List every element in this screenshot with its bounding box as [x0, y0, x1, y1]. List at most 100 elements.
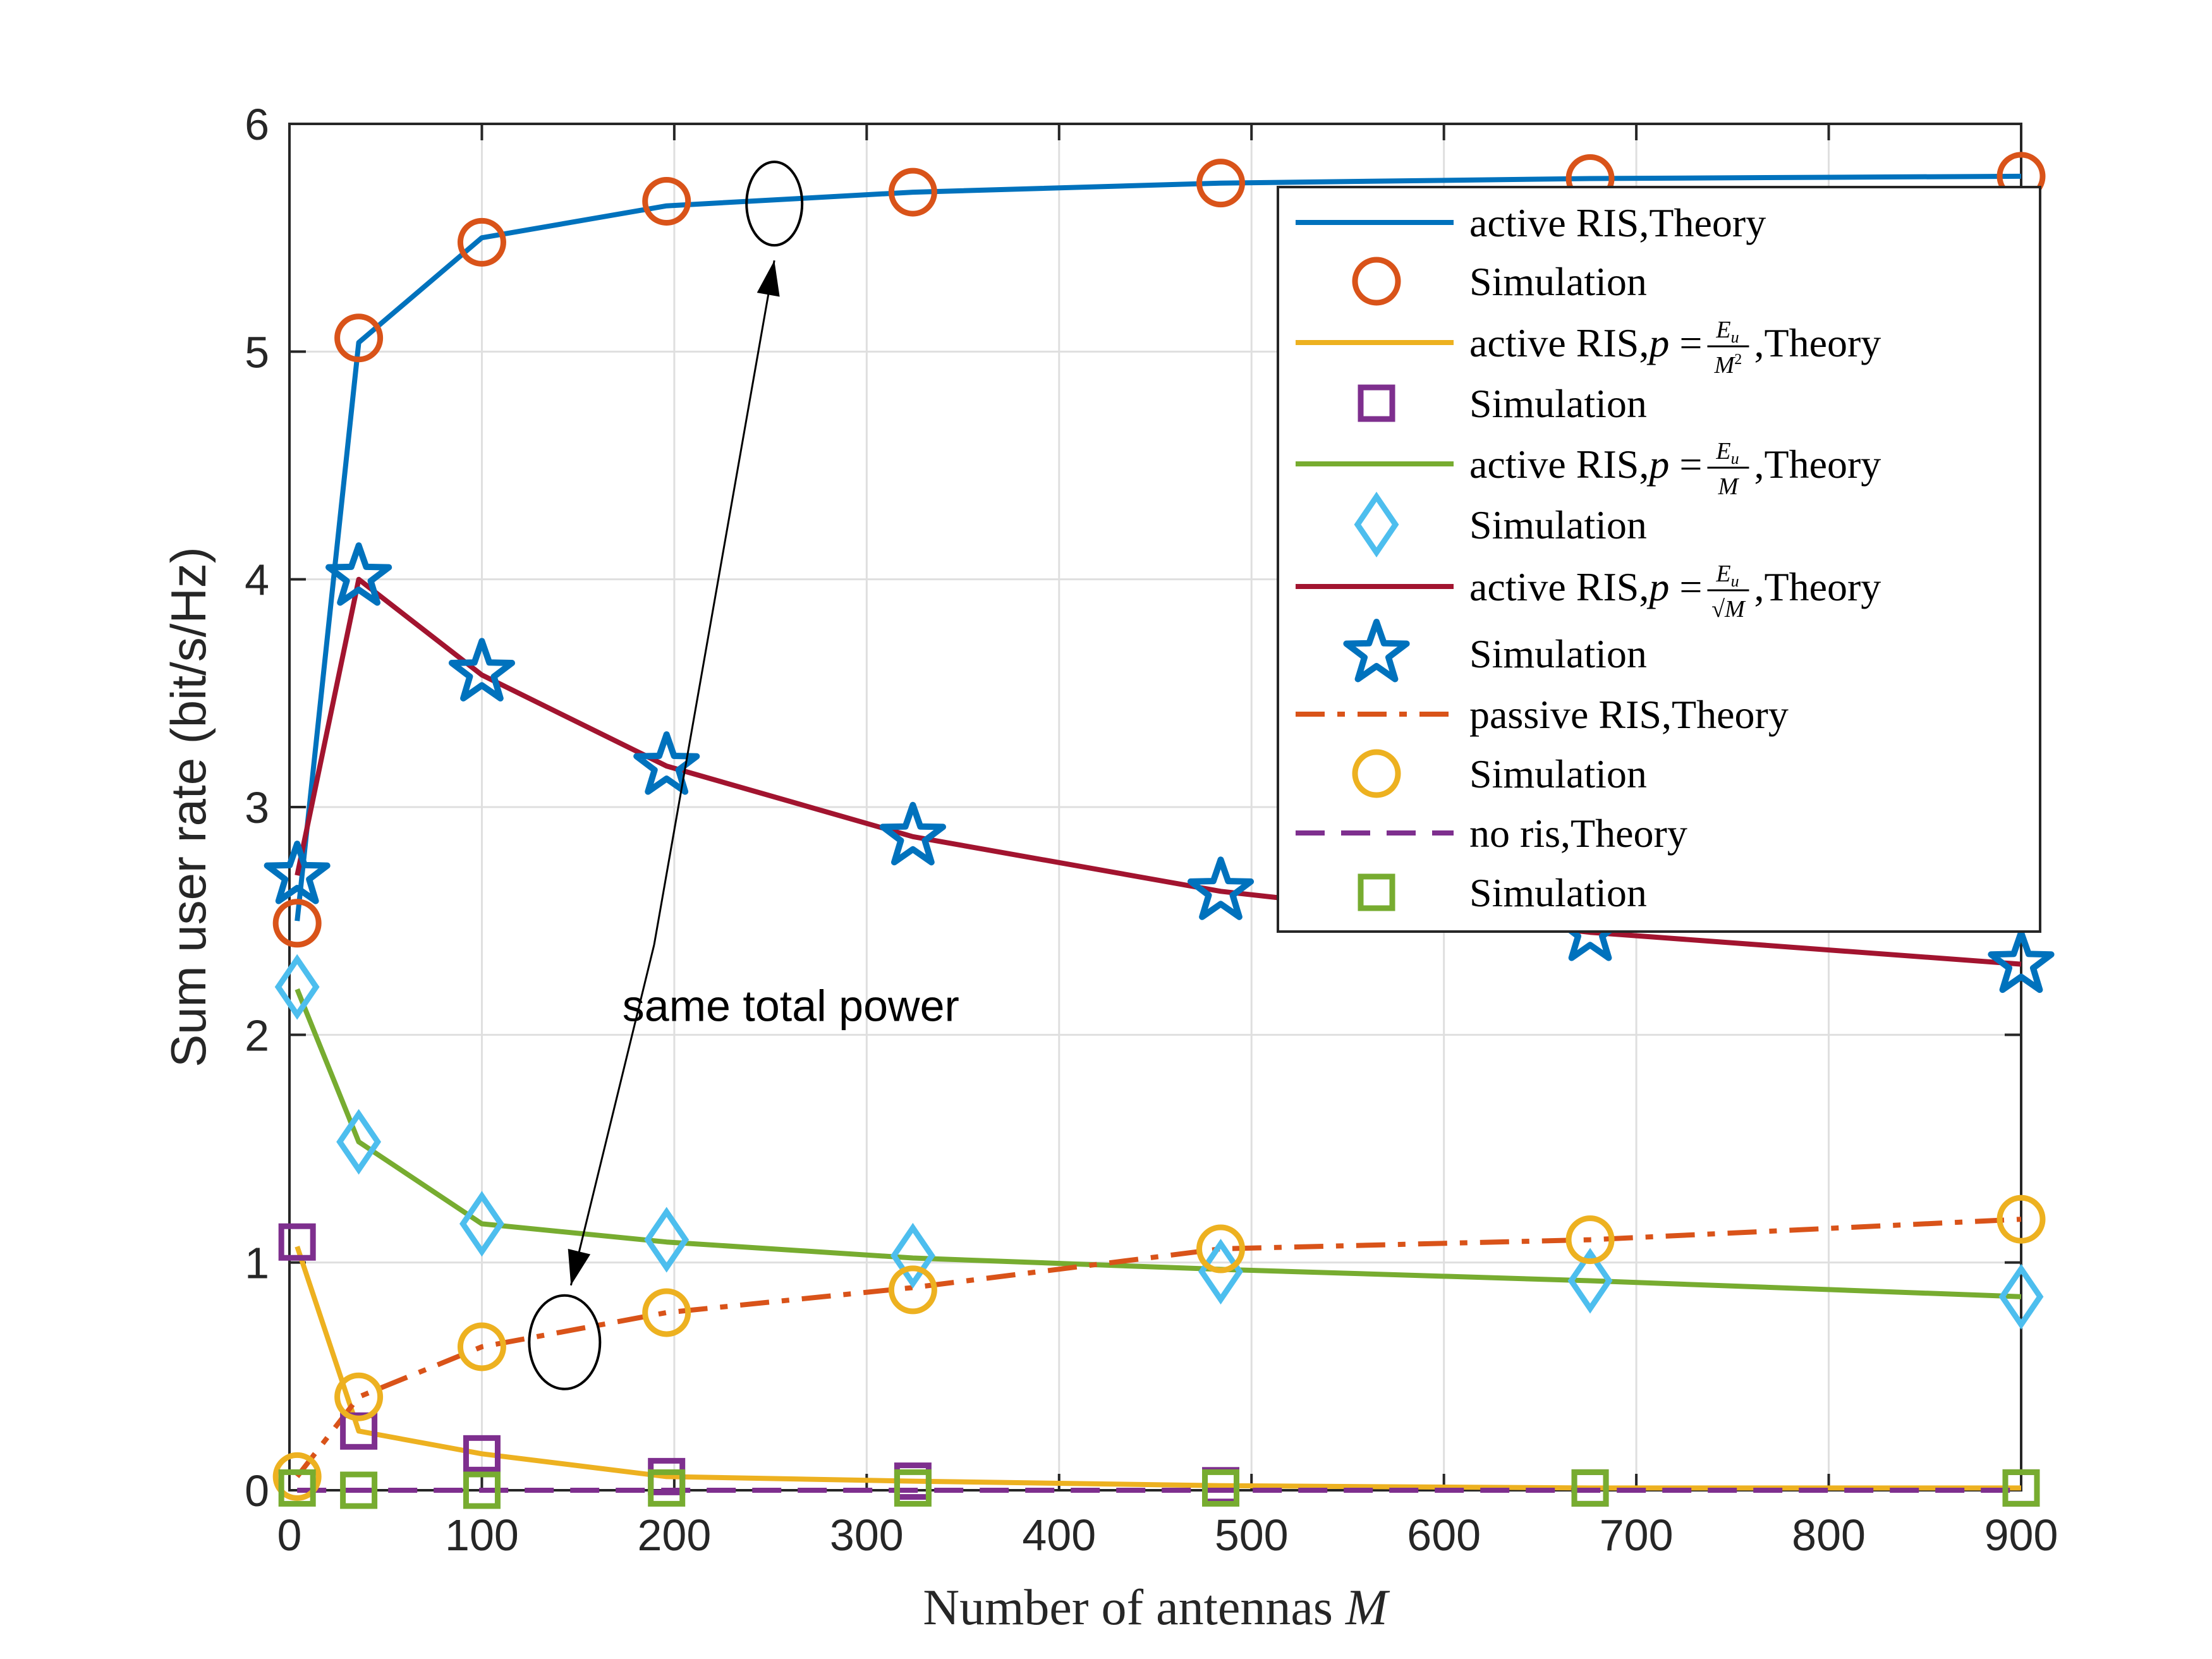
data-point-11-5 — [1202, 1469, 1240, 1507]
legend-label-math: p — [1646, 564, 1669, 609]
data-point-9-5 — [1196, 1224, 1246, 1273]
series-line-2 — [295, 1246, 2021, 1491]
data-point-11-3 — [648, 1469, 686, 1507]
y-axis-label: Sum user rate (bit/s/Hz) — [161, 547, 216, 1067]
data-point-5-2 — [459, 1191, 504, 1257]
legend-marker-3 — [1358, 384, 1395, 422]
y-tick-label: 0 — [245, 1466, 269, 1516]
data-point-5-1 — [336, 1109, 382, 1175]
legend-box — [1277, 186, 2041, 933]
series-markers — [264, 152, 2055, 1509]
legend-label-7: Simulation — [1469, 631, 1647, 676]
x-tick-label: 0 — [277, 1510, 302, 1560]
data-point-7-2 — [448, 638, 515, 702]
annotation-arrow-upper — [653, 260, 775, 945]
data-point-1-3 — [642, 177, 691, 226]
annotations: same total power — [528, 161, 959, 1390]
legend-label-9: Simulation — [1469, 751, 1647, 796]
legend-label-equals: = — [1669, 564, 1702, 609]
x-tick-label: 500 — [1215, 1510, 1289, 1560]
data-point-1-1 — [334, 313, 384, 363]
legend-label-equals: = — [1669, 442, 1702, 487]
data-point-5-3 — [644, 1206, 690, 1273]
data-point-5-0 — [274, 954, 320, 1020]
x-tick-label: 300 — [830, 1510, 904, 1560]
legend-label-11: Simulation — [1469, 870, 1647, 915]
x-tick-label: 200 — [637, 1510, 711, 1560]
data-point-11-4 — [894, 1469, 932, 1507]
annotation-arrow-lower-head — [568, 1248, 591, 1285]
annotation-ellipse-lower — [528, 1294, 602, 1390]
legend-label-suffix: ,Theory — [1754, 564, 1881, 609]
x-axis-label-text: Number of antennas — [923, 1580, 1346, 1636]
annotation-ellipse-upper — [745, 161, 804, 247]
legend-label-prefix: active RIS, — [1469, 442, 1649, 487]
axes: 0 100 200 300 400 500 600 700 800 900 0 1 2 3 4 5 6 Sum u… — [161, 100, 2058, 1636]
data-point-1-4 — [888, 167, 937, 217]
x-tick-label: 600 — [1407, 1510, 1481, 1560]
legend-frac-denominator: √M — [1711, 596, 1746, 623]
data-point-11-2 — [463, 1471, 501, 1509]
legend-label-8: passive RIS,Theory — [1469, 692, 1789, 737]
legend-label-suffix: ,Theory — [1754, 320, 1881, 365]
legend-frac-denominator: M — [1718, 473, 1740, 500]
x-tick-label: 400 — [1022, 1510, 1096, 1560]
legend-marker-7 — [1343, 619, 1410, 683]
data-point-1-2 — [457, 217, 506, 267]
annotation-arrow-upper-head — [757, 260, 780, 297]
data-point-5-5 — [1198, 1239, 1243, 1305]
data-point-5-6 — [1567, 1248, 1613, 1314]
series-line-4 — [295, 988, 2022, 1299]
data-point-7-4 — [879, 801, 946, 866]
data-point-11-1 — [340, 1471, 378, 1509]
x-axis-label-variable: M — [1345, 1580, 1390, 1636]
data-point-3-2 — [463, 1435, 501, 1473]
legend-label-4: active RIS,p = — [1469, 442, 1702, 487]
data-point-3-0 — [278, 1223, 316, 1261]
data-point-9-6 — [1565, 1215, 1615, 1265]
data-point-7-5 — [1188, 856, 1255, 920]
data-point-5-7 — [1998, 1263, 2044, 1330]
y-tick-label: 3 — [245, 783, 269, 832]
data-point-3-1 — [340, 1412, 378, 1450]
legend-label-math: p — [1646, 320, 1669, 365]
legend-label-equals: = — [1669, 320, 1702, 365]
x-tick-label: 800 — [1792, 1510, 1866, 1560]
legend-label-prefix: active RIS, — [1469, 564, 1649, 609]
y-tick-label: 4 — [245, 556, 269, 605]
y-tick-label: 2 — [245, 1011, 269, 1060]
legend-frac-subscript: u — [1731, 572, 1739, 590]
y-tick-label: 5 — [245, 327, 269, 377]
data-point-7-3 — [633, 731, 700, 795]
legend-frac-subscript: u — [1731, 449, 1739, 468]
data-point-9-1 — [334, 1372, 384, 1421]
x-tick-label: 700 — [1600, 1510, 1674, 1560]
legend-frac-subscript: u — [1731, 328, 1739, 346]
legend-label-prefix: active RIS, — [1469, 320, 1649, 365]
data-point-9-0 — [272, 1452, 322, 1501]
legend-label-0: active RIS,Theory — [1469, 200, 1766, 245]
legend-marker-5 — [1354, 492, 1399, 557]
x-axis-label: Number of antennas M — [923, 1580, 1390, 1636]
data-point-9-7 — [1996, 1194, 2046, 1244]
data-point-9-2 — [457, 1322, 506, 1371]
data-point-5-4 — [890, 1222, 935, 1289]
legend-frac-exponent: 2 — [1734, 351, 1742, 368]
data-point-7-7 — [1988, 929, 2055, 994]
data-point-11-6 — [1571, 1469, 1609, 1507]
legend-label-3: Simulation — [1469, 381, 1647, 426]
legend-label-2: active RIS,p = — [1469, 320, 1702, 365]
legend-label-math: p — [1646, 442, 1669, 487]
annotation-arrow-lower — [569, 944, 655, 1286]
legend-marker-9 — [1352, 749, 1401, 798]
legend-label-6: active RIS,p = — [1469, 564, 1702, 609]
data-point-9-3 — [642, 1288, 691, 1337]
legend-marker-1 — [1352, 257, 1401, 306]
y-tick-label: 1 — [245, 1239, 269, 1288]
series-line-8 — [295, 1217, 2022, 1478]
legend: active RIS,Theory Simulation active RIS,p … — [1277, 186, 2041, 933]
data-point-7-0 — [264, 841, 331, 904]
legend-label-1: Simulation — [1469, 259, 1647, 304]
data-point-1-0 — [272, 899, 322, 948]
